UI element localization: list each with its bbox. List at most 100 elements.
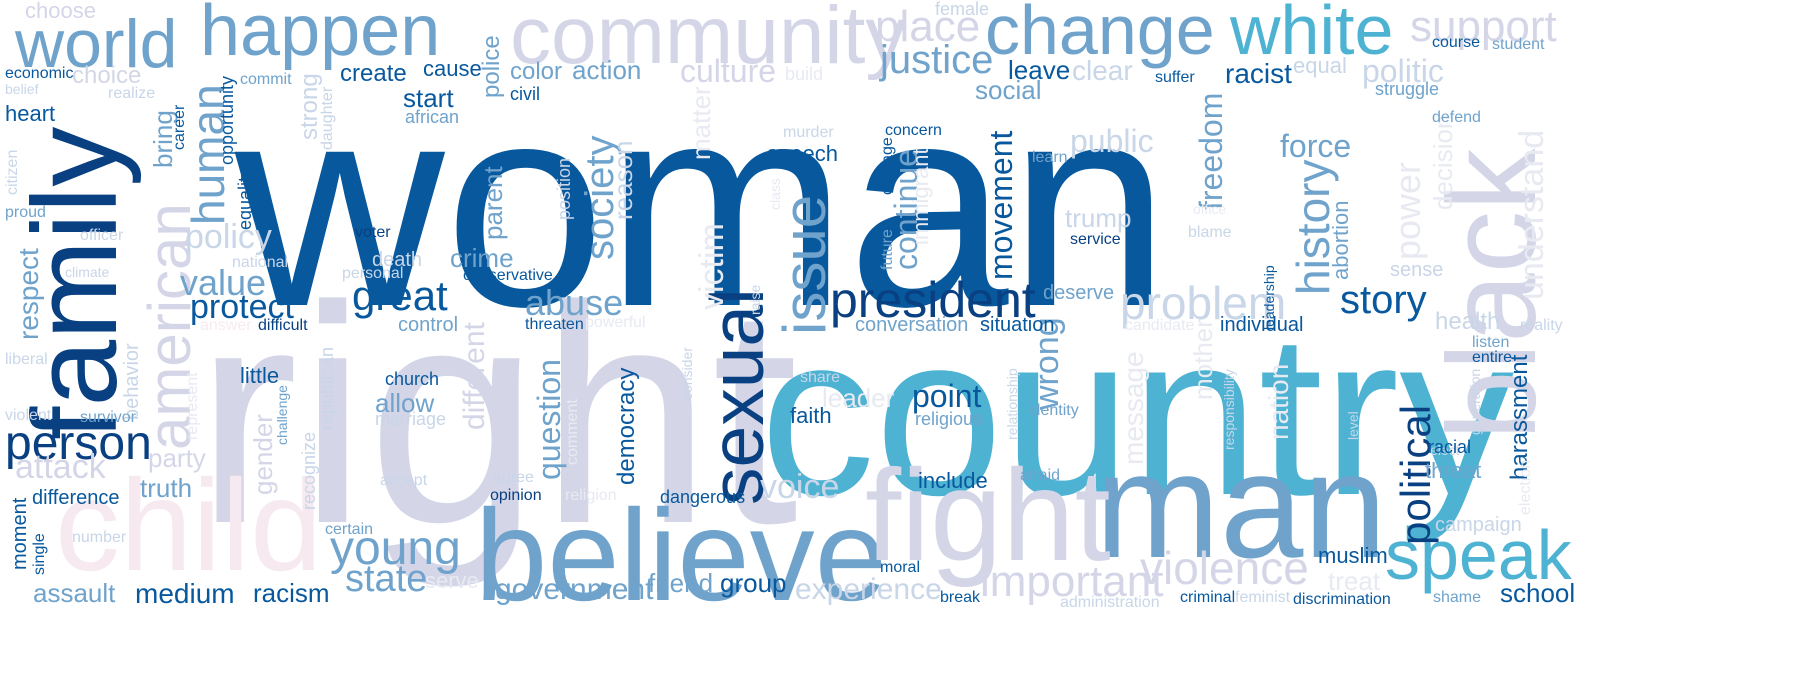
word-represent: represent	[184, 372, 201, 440]
word-administration: administration	[1060, 594, 1160, 611]
word-powerful: powerful	[585, 314, 646, 331]
word-racism: racism	[253, 578, 330, 608]
word-survivor: survivor	[80, 409, 137, 426]
word-marriage: marriage	[375, 409, 447, 429]
word-question: question	[531, 359, 567, 480]
word-student: student	[1492, 36, 1545, 53]
word-fight: fight	[865, 442, 1111, 588]
word-party: party	[148, 443, 206, 473]
word-civil: civil	[510, 84, 540, 104]
word-break: break	[940, 589, 981, 606]
word-opportunity: opportunity	[217, 75, 237, 165]
word-build: build	[785, 64, 824, 84]
word-leadership: leadership	[1261, 265, 1277, 330]
word-president: president	[830, 272, 1036, 328]
word-problem: problem	[1120, 277, 1287, 329]
word-recognize: recognize	[299, 431, 319, 510]
word-politic: politic	[1362, 53, 1444, 89]
word-justice: justice	[880, 38, 994, 82]
word-victim: victim	[693, 223, 731, 310]
word-threaten: threaten	[525, 316, 584, 333]
word-comment: comment	[564, 399, 581, 465]
word-sense: sense	[1390, 259, 1444, 281]
word-color: color	[510, 58, 563, 85]
word-responsibility: responsibility	[1221, 369, 1237, 450]
word-power: power	[1387, 161, 1428, 260]
word-threat: threat	[1425, 458, 1482, 483]
word-abuse: abuse	[525, 282, 624, 323]
word-start: start	[403, 83, 454, 113]
word-reason: reason	[608, 140, 638, 221]
word-crime: crime	[450, 243, 514, 273]
word-story: story	[1340, 278, 1427, 322]
word-class: class	[767, 178, 783, 210]
word-health: health	[1435, 308, 1501, 335]
word-opinion: opinion	[490, 487, 542, 504]
word-criminal: criminal	[1180, 589, 1236, 606]
word-belief: belief	[5, 81, 39, 97]
word-man: man	[1095, 421, 1387, 589]
word-climate: climate	[65, 264, 110, 280]
word-number: number	[72, 529, 127, 546]
word-feminist: feminist	[1235, 589, 1291, 606]
word-racist: racist	[1225, 58, 1292, 89]
word-moment: moment	[9, 497, 31, 570]
word-freedom: freedom	[1193, 92, 1229, 210]
word-control: control	[398, 314, 459, 336]
word-country: country	[760, 286, 1515, 543]
word-friend: friend	[648, 568, 714, 598]
word-democracy: democracy	[613, 367, 640, 485]
word-include: include	[918, 468, 988, 493]
word-conversation: conversation	[855, 314, 969, 336]
word-realize: realize	[108, 85, 156, 102]
word-movement: movement	[983, 130, 1019, 280]
word-government: government	[495, 573, 654, 606]
word-decision: decision	[1428, 114, 1458, 210]
word-little: little	[240, 363, 280, 388]
word-service: service	[1070, 231, 1121, 248]
word-allow: allow	[375, 388, 435, 418]
word-difference: difference	[32, 487, 120, 509]
word-learn: learn	[1032, 149, 1068, 166]
word-right: right	[195, 241, 799, 588]
word-world: world	[15, 6, 178, 82]
word-death: death	[372, 249, 423, 271]
word-social: social	[975, 75, 1042, 105]
word-create: create	[340, 60, 407, 87]
word-action: action	[572, 55, 642, 85]
word-police: police	[478, 35, 505, 98]
word-speak: speak	[1385, 516, 1572, 594]
word-female: female	[935, 0, 990, 19]
word-liberal: liberal	[5, 351, 48, 368]
word-commit: commit	[240, 71, 292, 88]
word-share: share	[800, 369, 841, 386]
word-cause: cause	[423, 56, 482, 81]
word-candidate: candidate	[1125, 317, 1195, 334]
word-difficult: difficult	[258, 317, 308, 334]
word-daughter: daughter	[319, 86, 336, 150]
word-agree: agree	[493, 469, 534, 486]
word-national: national	[232, 254, 289, 271]
word-african: african	[405, 107, 460, 127]
word-faith: faith	[790, 403, 832, 428]
word-value: value	[180, 262, 267, 303]
word-voice: voice	[760, 468, 840, 506]
word-election: election	[1517, 459, 1534, 515]
word-level: level	[1345, 411, 1361, 440]
word-voter: voter	[355, 224, 391, 241]
word-generation: generation	[1467, 368, 1483, 435]
word-listen: listen	[1472, 334, 1510, 351]
word-afraid: afraid	[1020, 467, 1061, 484]
word-moral: moral	[880, 559, 921, 576]
word-trump: trump	[1065, 203, 1132, 233]
word-matter: matter	[686, 86, 716, 160]
word-equality: equality	[235, 167, 255, 230]
word-elect: elect	[1430, 442, 1460, 458]
word-racial: racial	[1428, 437, 1472, 457]
word-speech: speech	[767, 141, 838, 166]
word-force: force	[1280, 128, 1352, 164]
word-certain: certain	[325, 521, 374, 538]
word-place: place	[875, 2, 981, 51]
word-different: different	[458, 322, 491, 430]
word-answer: answer	[200, 317, 252, 334]
